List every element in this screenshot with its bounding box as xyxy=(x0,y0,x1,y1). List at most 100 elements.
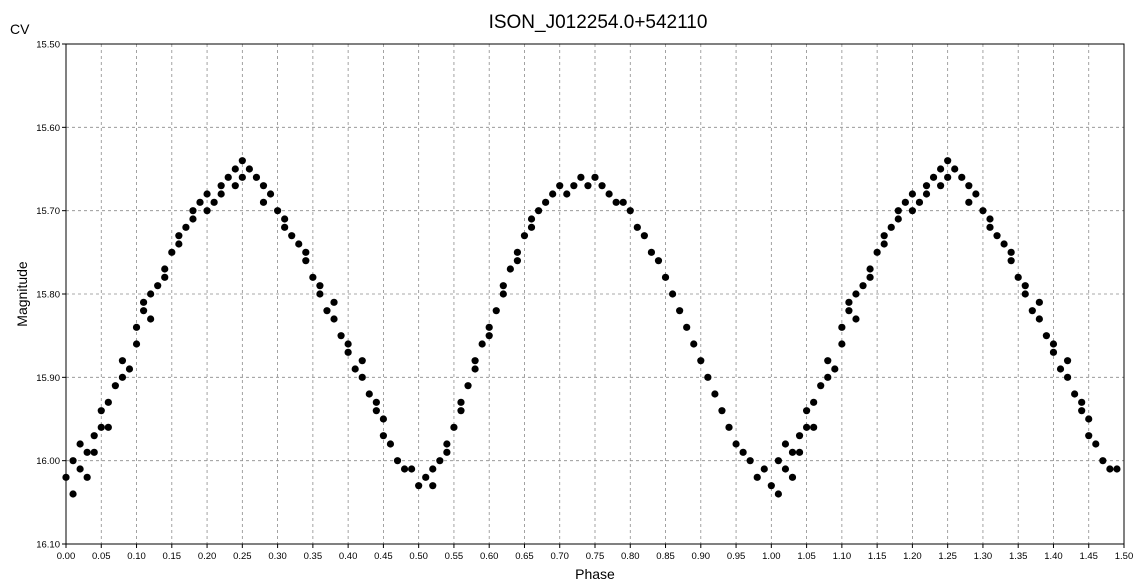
x-tick-label: 0.95 xyxy=(727,551,746,562)
y-tick-label: 15.60 xyxy=(36,123,60,134)
data-point xyxy=(196,198,204,206)
data-point xyxy=(274,207,282,215)
data-point xyxy=(358,373,366,381)
data-point xyxy=(1014,273,1022,281)
x-tick-labels: 0.00 0.05 0.10 0.15 0.20 0.25 0.30 0.35 0.40 0.45… xyxy=(57,551,1134,562)
data-point xyxy=(1106,465,1114,473)
x-tick-label: 1.10 xyxy=(833,551,852,562)
data-point xyxy=(471,365,479,373)
y-tick-labels: 15.50 15.60 15.70 15.80 15.90 16.00 16.10 xyxy=(36,40,60,551)
data-point xyxy=(1113,465,1121,473)
x-tick-label: 0.75 xyxy=(586,551,605,562)
data-point xyxy=(161,273,169,281)
data-point xyxy=(154,282,162,290)
data-point xyxy=(231,165,239,173)
chart-title: ISON_J012254.0+542110 xyxy=(489,12,708,33)
data-point xyxy=(485,323,493,331)
data-point xyxy=(132,340,141,348)
data-point xyxy=(351,365,359,373)
data-point xyxy=(513,257,522,265)
data-point xyxy=(944,173,952,181)
data-point xyxy=(683,323,691,331)
data-point xyxy=(450,423,458,431)
data-point xyxy=(852,315,860,323)
data-point xyxy=(605,190,613,198)
data-point xyxy=(457,407,465,415)
data-point xyxy=(252,173,261,181)
x-tick-label: 1.20 xyxy=(903,551,922,562)
data-point xyxy=(838,340,846,348)
data-point xyxy=(852,290,860,298)
x-tick-label: 0.70 xyxy=(550,551,569,562)
data-point xyxy=(866,265,874,273)
data-point xyxy=(534,207,543,215)
data-point xyxy=(69,490,77,498)
data-point xyxy=(774,457,782,465)
data-point xyxy=(83,473,91,481)
data-point xyxy=(894,215,902,223)
x-tick-label: 1.00 xyxy=(762,551,781,562)
data-point xyxy=(125,365,134,373)
data-point xyxy=(1099,457,1107,465)
y-tick-label: 15.70 xyxy=(36,206,60,217)
data-point xyxy=(147,290,155,298)
data-point xyxy=(210,198,218,206)
data-point xyxy=(1085,415,1093,423)
data-point xyxy=(951,165,959,173)
data-point xyxy=(937,165,945,173)
data-point xyxy=(527,215,536,223)
data-point xyxy=(499,290,507,298)
data-point xyxy=(337,332,345,340)
y-tick-label: 15.80 xyxy=(36,290,60,301)
data-point xyxy=(323,307,331,315)
data-point xyxy=(520,232,529,240)
data-point xyxy=(443,440,451,448)
data-point xyxy=(83,448,91,456)
data-point xyxy=(1078,407,1086,415)
data-point xyxy=(563,190,571,198)
data-point xyxy=(386,440,395,448)
data-point xyxy=(1007,257,1015,265)
y-tick-label: 16.10 xyxy=(36,540,60,551)
x-tick-label: 0.80 xyxy=(621,551,640,562)
data-point xyxy=(676,307,684,315)
data-point xyxy=(1049,348,1058,356)
data-point xyxy=(986,223,994,231)
data-point xyxy=(457,398,465,406)
data-point xyxy=(824,373,832,381)
data-point xyxy=(302,248,310,256)
x-tick-label: 0.30 xyxy=(268,551,287,562)
x-tick-label: 1.40 xyxy=(1044,551,1063,562)
data-point xyxy=(139,307,148,315)
data-point xyxy=(1021,282,1029,290)
data-point xyxy=(697,357,705,365)
data-point xyxy=(1085,432,1093,440)
data-point xyxy=(288,232,296,240)
x-tick-label: 0.45 xyxy=(374,551,393,562)
data-point xyxy=(753,473,761,481)
data-point xyxy=(1007,248,1015,256)
data-point xyxy=(344,340,352,348)
data-point xyxy=(668,290,677,298)
data-point xyxy=(161,265,169,273)
data-point xyxy=(76,440,84,448)
data-point xyxy=(1021,290,1029,298)
data-point xyxy=(485,332,493,340)
data-point xyxy=(894,207,902,215)
data-point xyxy=(633,223,641,231)
x-tick-label: 0.85 xyxy=(656,551,675,562)
data-point xyxy=(97,423,105,431)
data-point xyxy=(182,223,190,231)
data-point xyxy=(379,432,387,440)
x-tick-label: 1.05 xyxy=(797,551,816,562)
data-point xyxy=(400,465,409,473)
x-tick-label: 0.05 xyxy=(92,551,111,562)
data-point xyxy=(104,423,112,431)
y-axis-label: Magnitude xyxy=(14,261,30,327)
data-point xyxy=(859,282,867,290)
data-point xyxy=(732,440,740,448)
data-point xyxy=(1056,365,1065,373)
data-point xyxy=(365,390,373,398)
data-point xyxy=(1028,307,1036,315)
